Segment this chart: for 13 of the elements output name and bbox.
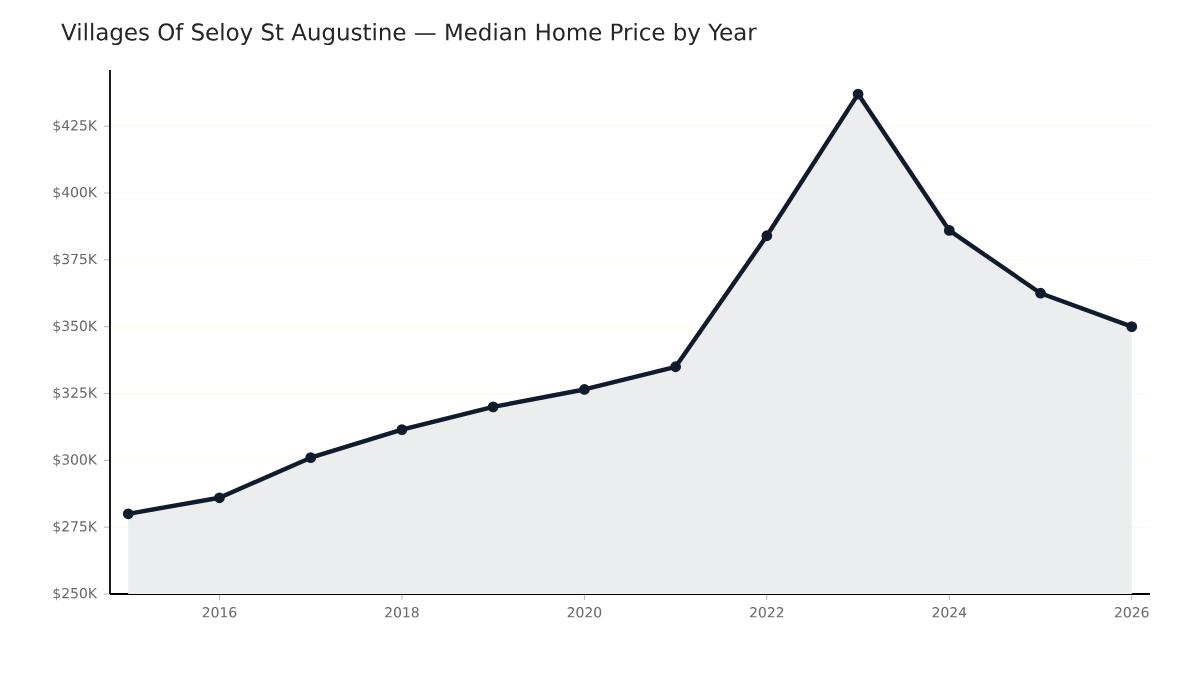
point — [852, 88, 864, 100]
point — [214, 492, 225, 504]
point — [122, 508, 134, 520]
point — [943, 225, 955, 236]
point — [487, 401, 499, 413]
point — [761, 230, 773, 242]
point — [396, 424, 408, 435]
point — [1035, 287, 1046, 299]
chart-title: Villages Of Seloy St Augustine — Median Home Price by Year — [61, 22, 757, 46]
point — [670, 361, 681, 373]
point — [1126, 321, 1138, 333]
point — [579, 384, 590, 395]
point — [305, 452, 317, 464]
